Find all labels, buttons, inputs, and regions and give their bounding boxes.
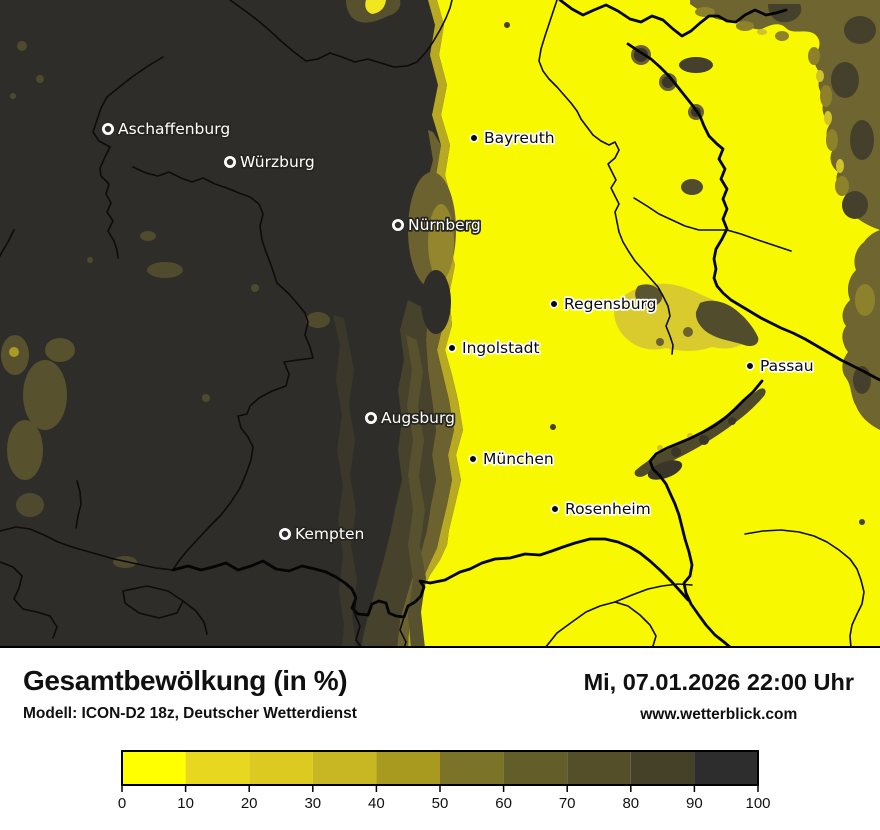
map-svg: Aschaffenburg Würzburg Bayreuth Nürnberg… (0, 0, 880, 650)
city-dot (223, 155, 236, 168)
page-title: Gesamtbewölkung (in %) (23, 665, 348, 696)
city-marker-augsburg: Augsburg (364, 407, 457, 429)
city-dot (391, 218, 404, 231)
city-dot (278, 528, 291, 541)
city-marker-aschaffenburg: Aschaffenburg (102, 118, 232, 140)
city-marker-ingolstadt: Ingolstadt (447, 337, 541, 359)
legend-tick-label: 50 (432, 795, 449, 812)
border-lines (0, 0, 880, 650)
legend-tick-label: 0 (118, 795, 126, 812)
city-markers: Aschaffenburg Würzburg Bayreuth Nürnberg… (102, 118, 815, 545)
legend-segment (312, 751, 377, 785)
city-label: Passau (760, 357, 814, 375)
legend-tick-label: 100 (745, 795, 770, 812)
city-label: Regensburg (564, 295, 657, 313)
legend-tick-label: 60 (495, 795, 512, 812)
legend-segment (440, 751, 504, 785)
city-label: Augsburg (381, 409, 455, 427)
legend-tick-label: 20 (241, 795, 258, 812)
city-dot (447, 343, 457, 353)
title-block: Gesamtbewölkung (in %) Modell: ICON-D2 1… (23, 667, 357, 722)
city-marker-nuernberg: Nürnberg (391, 214, 482, 236)
legend-tick-labels: 0 10 20 30 40 50 60 70 80 90 100 (118, 795, 771, 812)
legend-segments (122, 751, 758, 785)
city-marker-kempten: Kempten (278, 523, 366, 545)
legend-tick-label: 80 (622, 795, 639, 812)
legend-tick-label: 30 (304, 795, 321, 812)
city-marker-rosenheim: Rosenheim (550, 498, 652, 520)
cloud-cover-shading (1, 0, 880, 648)
legend-ticks (121, 785, 759, 792)
city-marker-muenchen: München (468, 448, 555, 470)
legend-tick-label: 10 (177, 795, 194, 812)
city-dot (469, 133, 479, 143)
legend-tick-label: 90 (686, 795, 703, 812)
datetime-block: Mi, 07.01.2026 22:00 Uhr www.wetterblick… (583, 669, 854, 723)
legend-segment (185, 751, 250, 785)
legend-tick-label: 70 (559, 795, 576, 812)
city-label: München (483, 450, 554, 468)
model-info: Modell: ICON-D2 18z, Deutscher Wetterdie… (23, 705, 357, 722)
city-dot (468, 454, 478, 464)
city-marker-regensburg: Regensburg (549, 293, 658, 315)
legend-segment (694, 751, 758, 785)
legend-segment (249, 751, 313, 785)
map-bottom-divider (0, 646, 880, 648)
legend-segment (630, 751, 695, 785)
forecast-datetime: Mi, 07.01.2026 22:00 Uhr (583, 669, 854, 695)
legend-tick-label: 40 (368, 795, 385, 812)
website-label: www.wetterblick.com (640, 705, 798, 723)
city-label: Ingolstadt (462, 339, 540, 357)
city-label: Kempten (295, 525, 364, 543)
city-marker-bayreuth: Bayreuth (469, 127, 556, 149)
city-label: Würzburg (240, 153, 315, 171)
city-label: Bayreuth (484, 129, 555, 147)
city-dot (549, 299, 559, 309)
legend-colorbar: 0 10 20 30 40 50 60 70 80 90 100 (112, 748, 772, 812)
legend-segment (122, 751, 186, 785)
legend-segment (376, 751, 440, 785)
city-marker-wuerzburg: Würzburg (223, 151, 316, 173)
city-marker-passau: Passau (745, 355, 815, 377)
cloud-cover-map: Aschaffenburg Würzburg Bayreuth Nürnberg… (0, 0, 880, 650)
city-label: Aschaffenburg (118, 120, 230, 138)
city-dot (102, 123, 115, 136)
legend-segment (567, 751, 631, 785)
city-label: Rosenheim (565, 500, 651, 518)
legend-segment (503, 751, 568, 785)
city-dot (745, 361, 755, 371)
city-dot (364, 411, 377, 424)
footer-panel: Gesamtbewölkung (in %) Modell: ICON-D2 1… (0, 648, 880, 830)
city-dot (550, 504, 560, 514)
city-label: Nürnberg (408, 216, 481, 234)
